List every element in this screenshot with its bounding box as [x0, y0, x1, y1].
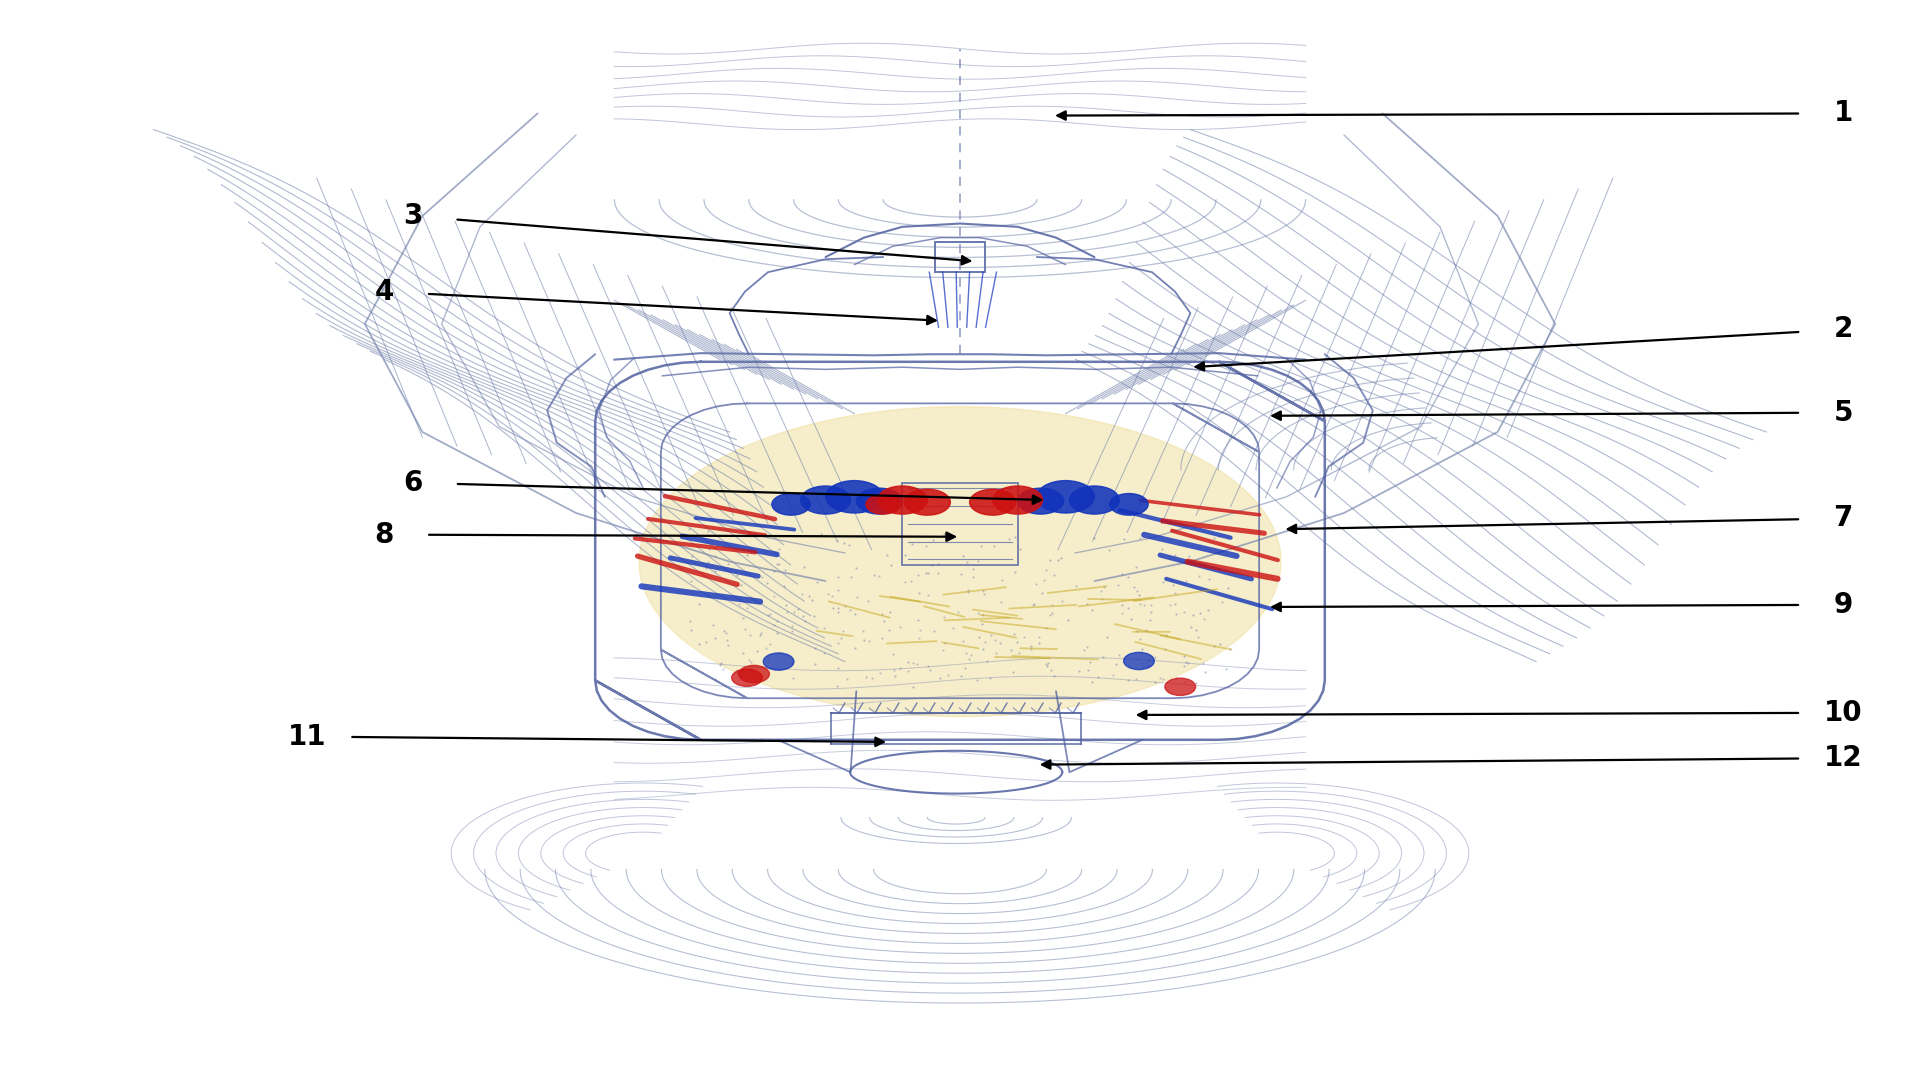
- Circle shape: [739, 665, 770, 683]
- Circle shape: [1069, 486, 1119, 514]
- Text: 8: 8: [374, 521, 394, 549]
- Circle shape: [1018, 488, 1064, 514]
- Circle shape: [1123, 652, 1154, 670]
- Circle shape: [877, 486, 927, 514]
- Polygon shape: [639, 407, 1281, 716]
- Circle shape: [856, 488, 902, 514]
- Circle shape: [772, 494, 810, 515]
- Text: 12: 12: [1824, 744, 1862, 772]
- Bar: [935, 242, 985, 272]
- Text: 5: 5: [1834, 399, 1853, 427]
- Text: 7: 7: [1834, 504, 1853, 532]
- Circle shape: [866, 495, 900, 514]
- Circle shape: [764, 653, 795, 671]
- Text: 6: 6: [403, 469, 422, 497]
- Text: 4: 4: [374, 278, 394, 306]
- Text: 2: 2: [1834, 315, 1853, 343]
- Text: 3: 3: [403, 202, 422, 230]
- Text: 1: 1: [1834, 99, 1853, 127]
- Circle shape: [993, 486, 1043, 514]
- Circle shape: [970, 489, 1016, 515]
- Circle shape: [1165, 678, 1196, 696]
- Text: 10: 10: [1824, 699, 1862, 727]
- Text: 11: 11: [288, 723, 326, 751]
- Circle shape: [732, 670, 762, 687]
- Bar: [902, 483, 1018, 565]
- Circle shape: [904, 489, 950, 515]
- Circle shape: [826, 481, 883, 513]
- Circle shape: [1037, 481, 1094, 513]
- Text: 9: 9: [1834, 591, 1853, 619]
- Circle shape: [1110, 494, 1148, 515]
- Circle shape: [801, 486, 851, 514]
